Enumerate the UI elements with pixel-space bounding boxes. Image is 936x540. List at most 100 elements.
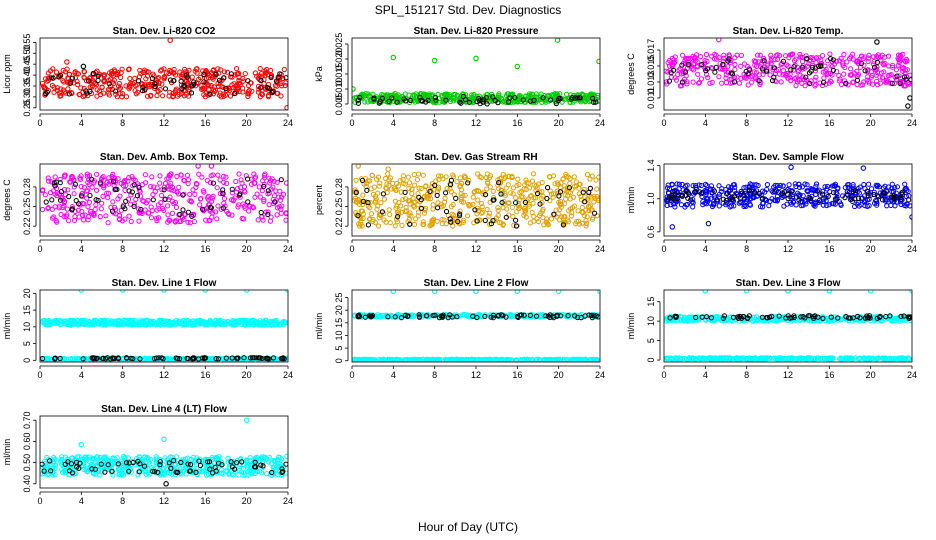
data-point [448, 189, 454, 195]
data-point [495, 182, 501, 188]
data-point [194, 70, 200, 76]
data-point [768, 55, 774, 61]
outlier-point [80, 63, 87, 70]
data-point [172, 72, 179, 78]
data-point [129, 322, 135, 328]
data-point [419, 205, 425, 211]
y-axis-label: Licor ppm [2, 54, 12, 94]
data-point [376, 183, 382, 189]
data-point [439, 357, 445, 362]
data-point [89, 84, 95, 90]
data-point [149, 75, 155, 82]
data-point [143, 180, 149, 186]
data-point [73, 198, 79, 204]
data-point [865, 67, 871, 73]
data-point [278, 93, 284, 99]
data-point [738, 52, 745, 59]
data-point [547, 188, 553, 194]
data-point [40, 80, 46, 87]
data-point [486, 213, 492, 219]
data-point [751, 190, 758, 196]
y-axis-label: kPa [314, 66, 324, 82]
outlier-point [905, 103, 911, 109]
y-tick-label: 5 [334, 346, 344, 351]
data-point [84, 195, 90, 201]
data-point [828, 79, 834, 85]
data-point [215, 356, 222, 362]
data-point [470, 194, 476, 200]
points [664, 164, 912, 230]
data-point [142, 86, 148, 92]
data-point [561, 183, 568, 189]
data-point [141, 321, 147, 327]
data-point [57, 176, 63, 182]
data-point [530, 92, 536, 98]
data-point [891, 195, 898, 201]
data-point [747, 193, 754, 199]
data-point [696, 182, 702, 188]
data-point [403, 204, 409, 211]
data-point [128, 192, 134, 198]
data-point [364, 187, 370, 193]
data-point [448, 204, 454, 210]
data-point [874, 64, 880, 70]
data-point [89, 184, 95, 190]
data-point [763, 68, 770, 74]
data-point [556, 217, 563, 223]
x-tick-label: 8 [120, 118, 125, 128]
data-point [487, 184, 493, 190]
x-tick-label: 16 [512, 118, 522, 128]
data-point [551, 191, 557, 197]
outlier-point [431, 290, 438, 295]
data-point [584, 171, 591, 178]
data-point [221, 69, 227, 75]
data-point [385, 171, 391, 177]
data-point [510, 214, 516, 220]
data-point [868, 74, 875, 80]
data-point [476, 188, 482, 194]
data-point [716, 183, 722, 189]
data-point [879, 70, 885, 76]
data-point [829, 72, 835, 78]
data-point [43, 199, 49, 205]
data-point [78, 193, 85, 199]
data-point [267, 180, 273, 186]
data-point [50, 75, 56, 81]
data-point [141, 69, 148, 75]
outlier-point [243, 290, 250, 293]
data-point [229, 186, 235, 192]
data-point [871, 64, 878, 70]
data-point [698, 191, 704, 197]
data-point [865, 58, 871, 65]
data-point [760, 204, 766, 210]
data-point [395, 214, 401, 220]
data-point [116, 319, 122, 325]
data-point [852, 188, 859, 194]
data-point [87, 75, 93, 81]
data-point [799, 64, 806, 70]
data-point [112, 68, 118, 75]
data-point [385, 314, 391, 320]
data-point [126, 67, 132, 73]
data-point [353, 177, 359, 183]
data-point [517, 204, 523, 210]
data-point [685, 59, 692, 65]
data-point [696, 79, 703, 86]
data-point [812, 65, 819, 71]
data-point [874, 78, 880, 85]
data-point [216, 77, 223, 83]
data-point [713, 64, 719, 71]
data-point [757, 204, 764, 210]
data-point [239, 180, 245, 186]
data-point [799, 80, 805, 87]
data-point [260, 178, 266, 184]
data-point [582, 199, 588, 205]
data-point [435, 205, 441, 211]
data-point [586, 189, 592, 196]
data-point [672, 204, 678, 210]
data-point [668, 202, 674, 208]
data-point [118, 180, 124, 186]
data-point [131, 201, 137, 207]
data-point [446, 92, 453, 98]
